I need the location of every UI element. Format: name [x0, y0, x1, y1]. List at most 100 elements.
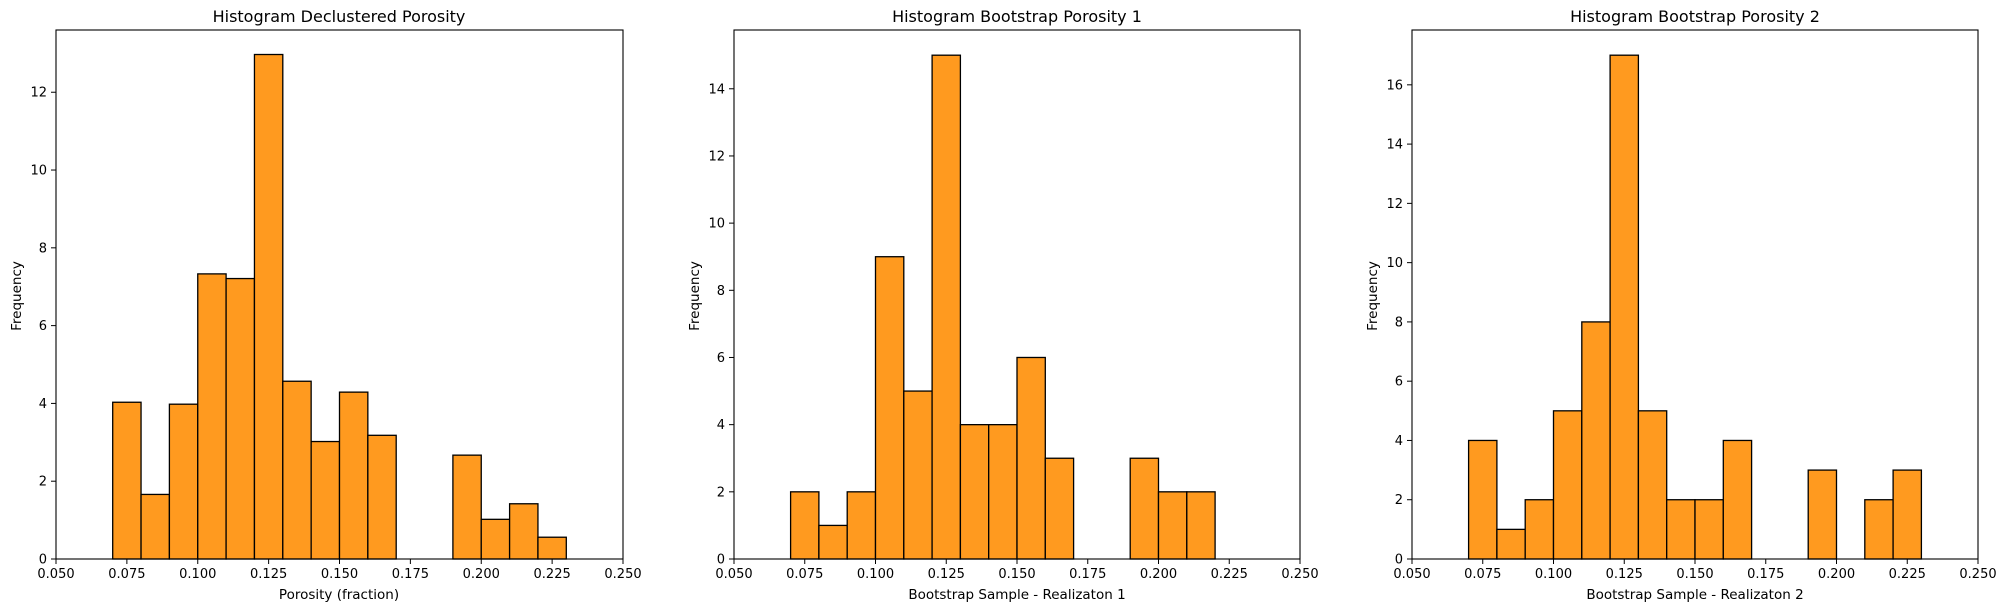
histogram-bar	[1524, 499, 1555, 560]
y-axis-label: Frequency	[9, 261, 25, 331]
histogram-panel-3: Histogram Bootstrap Porosity 2 0.050 0.07…	[1365, 7, 1997, 603]
x-tick-label: 0.125	[250, 567, 287, 582]
y-tick-label: 8	[1395, 315, 1403, 330]
chart-title: Histogram Bootstrap Porosity 1	[892, 7, 1142, 26]
x-tick-label: 0.050	[715, 567, 752, 582]
x-tick-label: 0.250	[1281, 567, 1318, 582]
histogram-bar	[1496, 528, 1526, 560]
x-tick-label: 0.250	[604, 567, 641, 582]
histogram-bar	[1186, 491, 1216, 560]
y-tick-label: 6	[39, 319, 47, 334]
y-tick-label: 0	[39, 553, 47, 568]
x-tick-label: 0.175	[392, 567, 429, 582]
plot-area: 0.050 0.075 0.100 0.125 0.150 0.175 0.200 0.225…	[30, 29, 642, 582]
histogram-bar	[1722, 439, 1753, 560]
y-tick-label: 10	[1386, 256, 1403, 271]
x-axis-label: Porosity (fraction)	[279, 587, 399, 603]
y-tick-label: 8	[717, 284, 725, 299]
y-tick-label: 8	[39, 241, 47, 256]
x-tick-label: 0.200	[1140, 567, 1177, 582]
x-tick-label: 0.225	[534, 567, 571, 582]
y-axis-label: Frequency	[1365, 261, 1381, 331]
histogram-panel-2: Histogram Bootstrap Porosity 1 0.050 0.07…	[687, 7, 1319, 603]
x-tick-label: 0.175	[1747, 567, 1784, 582]
histogram-bar	[1016, 356, 1046, 560]
x-tick-label: 0.225	[1889, 567, 1926, 582]
histogram-bar	[1157, 491, 1188, 560]
x-tick-label: 0.150	[998, 567, 1035, 582]
histogram-bar	[253, 53, 284, 560]
y-tick-label: 14	[708, 82, 725, 97]
x-tick-label: 0.150	[1676, 567, 1713, 582]
y-tick-label: 2	[1395, 493, 1403, 508]
histogram-bar	[282, 380, 312, 560]
x-tick-label: 0.100	[1535, 567, 1572, 582]
histogram-bar	[1892, 469, 1923, 560]
histogram-bar	[1044, 457, 1075, 560]
histogram-bar	[1609, 54, 1640, 560]
x-axis-label: Bootstrap Sample - Realizaton 1	[908, 587, 1125, 603]
plot-area: 0.050 0.075 0.100 0.125 0.150 0.175 0.200 0.225…	[708, 29, 1319, 582]
x-tick-label: 0.050	[37, 567, 74, 582]
x-axis-label: Bootstrap Sample - Realizaton 2	[1586, 587, 1803, 603]
histogram-bar	[959, 424, 990, 560]
y-tick-label: 16	[1386, 78, 1403, 93]
x-tick-label: 0.150	[321, 567, 358, 582]
histogram-bar	[537, 536, 567, 560]
histogram-bar	[1129, 457, 1160, 560]
x-tick-label: 0.250	[1959, 567, 1996, 582]
histogram-bar	[310, 440, 341, 560]
histogram-bar	[197, 273, 227, 560]
histogram-bar	[1467, 439, 1498, 560]
histogram-bar	[225, 277, 256, 560]
histogram-panel-1: Histogram Declustered Porosity 0.050 0.07…	[9, 7, 642, 603]
histogram-bar	[818, 524, 848, 560]
x-tick-label: 0.175	[1069, 567, 1106, 582]
x-tick-label: 0.050	[1393, 567, 1430, 582]
histogram-bar	[1581, 321, 1611, 560]
histogram-bar	[168, 403, 199, 560]
histogram-bar	[846, 491, 877, 560]
histogram-bar	[1807, 469, 1838, 560]
histogram-bar	[112, 401, 142, 560]
histogram-bar	[931, 54, 962, 560]
x-tick-label: 0.125	[1606, 567, 1643, 582]
histogram-bar	[874, 256, 905, 560]
histogram-bar	[903, 390, 933, 560]
y-tick-label: 12	[30, 86, 47, 101]
x-tick-label: 0.100	[179, 567, 216, 582]
y-tick-label: 2	[39, 475, 47, 490]
x-tick-label: 0.125	[928, 567, 965, 582]
histogram-bar	[452, 454, 482, 560]
y-tick-label: 4	[39, 397, 47, 412]
x-tick-label: 0.075	[786, 567, 823, 582]
x-tick-label: 0.200	[1818, 567, 1855, 582]
y-tick-label: 2	[717, 485, 725, 500]
histogram-bar	[1864, 499, 1894, 560]
histogram-bar	[480, 518, 511, 560]
histogram-bar	[338, 391, 369, 560]
x-tick-label: 0.075	[108, 567, 145, 582]
histogram-bar	[367, 434, 397, 560]
y-tick-label: 10	[30, 164, 47, 179]
histogram-bar	[988, 424, 1018, 560]
chart-title: Histogram Declustered Porosity	[213, 7, 466, 26]
histogram-bar	[1694, 499, 1724, 560]
y-tick-label: 0	[717, 553, 725, 568]
x-tick-label: 0.075	[1464, 567, 1501, 582]
y-axis-label: Frequency	[687, 261, 703, 331]
y-tick-label: 0	[1395, 553, 1403, 568]
histogram-bar	[789, 491, 820, 560]
y-tick-label: 12	[1386, 197, 1403, 212]
histogram-bar	[140, 493, 171, 560]
histogram-bar	[1637, 410, 1668, 560]
x-tick-label: 0.100	[857, 567, 894, 582]
y-tick-label: 4	[1395, 434, 1403, 449]
y-tick-label: 6	[717, 351, 725, 366]
y-tick-label: 6	[1395, 375, 1403, 390]
plot-area: 0.050 0.075 0.100 0.125 0.150 0.175 0.200 0.225…	[1386, 29, 1997, 582]
histogram-bar	[1666, 499, 1696, 560]
x-tick-label: 0.200	[463, 567, 500, 582]
y-tick-label: 10	[708, 217, 725, 232]
